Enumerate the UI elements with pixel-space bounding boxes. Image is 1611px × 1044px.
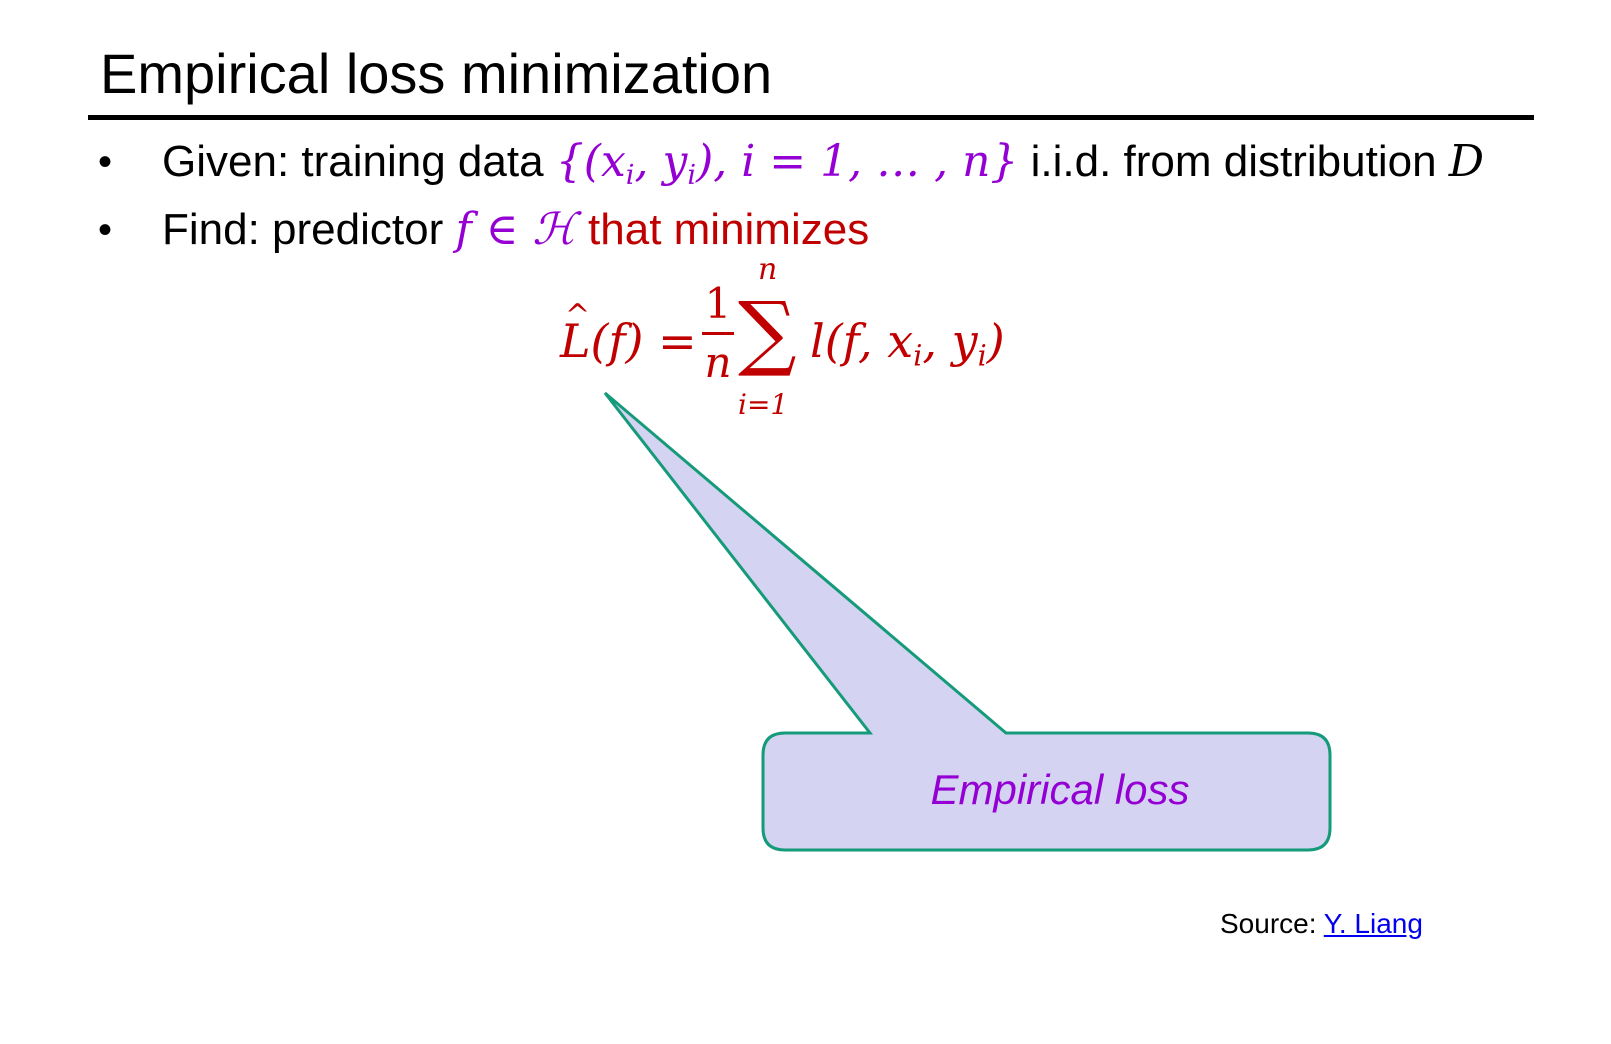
predictor-f: f <box>455 204 472 255</box>
bullet-find-trail: that minimizes <box>575 205 870 254</box>
set-comma-y: , y <box>634 136 688 187</box>
bullet-find-lead: Find: predictor <box>162 205 456 254</box>
subscript-i: i <box>687 160 697 192</box>
rhs-part: , y <box>922 314 978 368</box>
title-underline <box>88 115 1534 120</box>
hat-accent: ^ <box>565 298 591 333</box>
set-rest: ), i = 1, … , n} <box>696 136 1019 187</box>
callout-shape <box>603 391 1332 852</box>
L-hat: ^ L <box>560 298 591 368</box>
L-symbol: L <box>560 314 591 368</box>
rhs-part: ) <box>986 314 1005 368</box>
set-open: {(x <box>555 136 626 187</box>
slide-title: Empirical loss minimization <box>100 42 773 105</box>
fraction-denominator: n <box>704 338 732 387</box>
subscript-i: i <box>625 160 635 192</box>
distribution-symbol: D <box>1448 136 1485 187</box>
fraction-bar <box>702 332 734 335</box>
lhs-args: (f) <box>590 314 659 368</box>
source-prefix: Source: <box>1220 908 1324 939</box>
source-credit: Source: Y. Liang <box>1220 906 1423 942</box>
summation-sign: ∑ <box>738 285 797 380</box>
bullet-given-text: Given: training data {(xi, yi), i = 1, …… <box>162 132 1484 192</box>
fraction-numerator: 1 <box>704 279 732 328</box>
source-link[interactable]: Y. Liang <box>1323 908 1423 939</box>
subscript-i: i <box>977 339 987 373</box>
bullet-dot: • <box>98 140 113 184</box>
element-of: ∈ <box>471 204 533 255</box>
equals-sign: = <box>658 314 697 368</box>
bullet-dot: • <box>98 208 113 252</box>
rhs-part: l(f, x <box>810 314 914 368</box>
empirical-loss-formula: ^ L(f) = 1 n n ∑ i=1 l(f, xi, yi) <box>560 252 1060 440</box>
sum-upper-limit: n <box>758 252 778 287</box>
bullet-find-text: Find: predictor f ∈ ℋ that minimizes <box>162 200 869 260</box>
subscript-i: i <box>913 339 923 373</box>
formula-lhs: ^ L(f) = <box>560 298 697 368</box>
callout-label: Empirical loss <box>930 766 1190 813</box>
bullet-given-trail: i.i.d. from distribution <box>1018 137 1449 186</box>
training-data-set: {(xi, yi), i = 1, … , n} <box>555 136 1019 189</box>
formula-rhs: l(f, xi, yi) <box>810 314 1005 370</box>
bullet-given-lead: Given: training data <box>162 137 556 186</box>
sum-lower-limit: i=1 <box>738 388 789 421</box>
hypothesis-class: ℋ <box>532 204 576 255</box>
fraction: 1 n <box>696 280 740 387</box>
